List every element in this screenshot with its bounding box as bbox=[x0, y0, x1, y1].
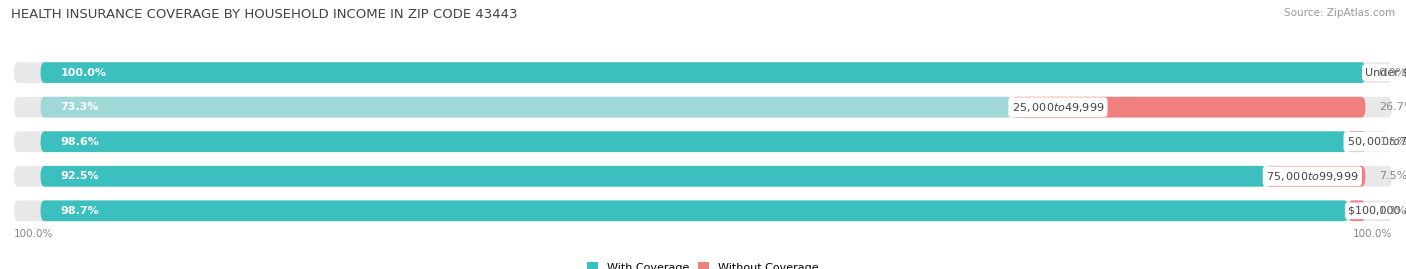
FancyBboxPatch shape bbox=[14, 97, 1392, 118]
FancyBboxPatch shape bbox=[1012, 97, 1365, 118]
FancyBboxPatch shape bbox=[41, 131, 1347, 152]
Text: 1.3%: 1.3% bbox=[1379, 206, 1406, 216]
Text: 98.6%: 98.6% bbox=[60, 137, 100, 147]
FancyBboxPatch shape bbox=[14, 166, 1392, 187]
Text: 26.7%: 26.7% bbox=[1379, 102, 1406, 112]
FancyBboxPatch shape bbox=[1347, 131, 1367, 152]
Text: $100,000 and over: $100,000 and over bbox=[1348, 206, 1406, 216]
Text: 0.0%: 0.0% bbox=[1379, 68, 1406, 77]
FancyBboxPatch shape bbox=[14, 131, 1392, 152]
Text: 1.5%: 1.5% bbox=[1381, 137, 1406, 147]
Text: $50,000 to $74,999: $50,000 to $74,999 bbox=[1347, 135, 1406, 148]
Text: 7.5%: 7.5% bbox=[1379, 171, 1406, 181]
Text: 100.0%: 100.0% bbox=[60, 68, 107, 77]
Text: Source: ZipAtlas.com: Source: ZipAtlas.com bbox=[1284, 8, 1395, 18]
FancyBboxPatch shape bbox=[41, 200, 1348, 221]
FancyBboxPatch shape bbox=[14, 200, 1392, 221]
Text: HEALTH INSURANCE COVERAGE BY HOUSEHOLD INCOME IN ZIP CODE 43443: HEALTH INSURANCE COVERAGE BY HOUSEHOLD I… bbox=[11, 8, 517, 21]
Text: Under $25,000: Under $25,000 bbox=[1365, 68, 1406, 77]
Text: $25,000 to $49,999: $25,000 to $49,999 bbox=[1012, 101, 1104, 114]
FancyBboxPatch shape bbox=[41, 62, 1365, 83]
Text: 73.3%: 73.3% bbox=[60, 102, 98, 112]
FancyBboxPatch shape bbox=[1265, 166, 1365, 187]
Text: 98.7%: 98.7% bbox=[60, 206, 100, 216]
FancyBboxPatch shape bbox=[41, 166, 1265, 187]
FancyBboxPatch shape bbox=[1348, 200, 1365, 221]
Text: 100.0%: 100.0% bbox=[14, 229, 53, 239]
Text: 92.5%: 92.5% bbox=[60, 171, 98, 181]
Legend: With Coverage, Without Coverage: With Coverage, Without Coverage bbox=[588, 263, 818, 269]
FancyBboxPatch shape bbox=[14, 62, 1392, 83]
Text: $75,000 to $99,999: $75,000 to $99,999 bbox=[1265, 170, 1358, 183]
FancyBboxPatch shape bbox=[41, 97, 1012, 118]
Text: 100.0%: 100.0% bbox=[1353, 229, 1392, 239]
